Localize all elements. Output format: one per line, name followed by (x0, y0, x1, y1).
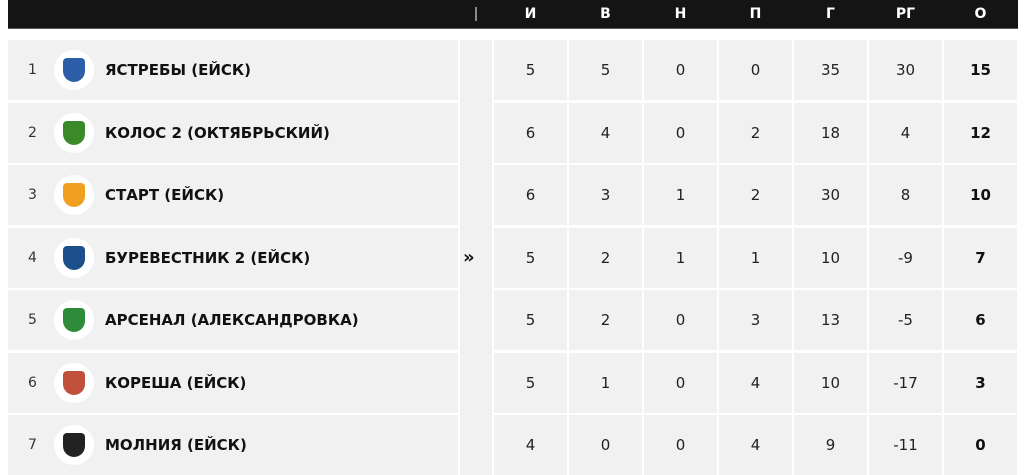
position: 2 (28, 124, 37, 141)
stat-РГ: 30 (869, 40, 942, 100)
stat-Г: 9 (794, 415, 867, 475)
stat-О: 12 (944, 102, 1017, 163)
stat-В: 0 (569, 415, 642, 475)
team-logo-icon (54, 362, 94, 403)
column-header[interactable]: Н (674, 6, 687, 22)
position: 3 (28, 187, 37, 203)
stat-В: 4 (569, 102, 642, 163)
team-name[interactable]: КОЛОС 2 (ОКТЯБРЬСКИЙ) (105, 123, 330, 142)
stat-РГ: -17 (869, 352, 942, 413)
team-name[interactable]: АРСЕНАЛ (АЛЕКСАНДРОВКА) (105, 311, 359, 329)
column-header[interactable]: Г (826, 6, 835, 22)
stat-РГ: 4 (869, 102, 942, 163)
column-header[interactable]: В (600, 6, 611, 22)
column-header[interactable]: П (749, 6, 762, 22)
team-logo-icon (54, 237, 94, 278)
table-row[interactable]: 4 БУРЕВЕСТНИК 2 (ЕЙСК) » 5 2 1 1 10 -9 7 (8, 227, 1018, 288)
position: 1 (28, 62, 37, 78)
stat-И: 5 (494, 227, 567, 288)
stat-И: 5 (494, 40, 567, 100)
team-name[interactable]: СТАРТ (ЕЙСК) (105, 186, 225, 204)
stat-В: 2 (569, 227, 642, 288)
stat-РГ: -5 (869, 290, 942, 350)
team-cell: 5 АРСЕНАЛ (АЛЕКСАНДРОВКА) (8, 290, 458, 350)
team-cell: 4 БУРЕВЕСТНИК 2 (ЕЙСК) (8, 227, 458, 288)
stat-И: 6 (494, 165, 567, 225)
table-header: И В Н П Г РГ О (8, 0, 1018, 29)
stat-И: 5 (494, 352, 567, 413)
team-logo-icon (54, 425, 94, 465)
team-cell: 2 КОЛОС 2 (ОКТЯБРЬСКИЙ) (8, 102, 458, 163)
team-cell: 6 КОРЕША (ЕЙСК) (8, 352, 458, 413)
stat-РГ: -9 (869, 227, 942, 288)
table-row[interactable]: 7 МОЛНИЯ (ЕЙСК) 4 0 0 4 9 -11 0 (8, 415, 1018, 475)
stat-Н: 0 (644, 352, 717, 413)
team-name[interactable]: МОЛНИЯ (ЕЙСК) (105, 436, 247, 454)
team-logo-icon (54, 300, 94, 340)
table-row[interactable]: 2 КОЛОС 2 (ОКТЯБРЬСКИЙ) 6 4 0 2 18 4 12 (8, 102, 1018, 163)
stat-И: 6 (494, 102, 567, 163)
team-cell: 7 МОЛНИЯ (ЕЙСК) (8, 415, 458, 475)
column-header[interactable]: И (524, 6, 537, 22)
stat-В: 3 (569, 165, 642, 225)
stat-О: 7 (944, 227, 1017, 288)
team-logo-icon (54, 50, 94, 90)
stat-Н: 0 (644, 415, 717, 475)
stat-П: 3 (719, 290, 792, 350)
team-logo-icon (54, 112, 94, 153)
stat-И: 5 (494, 290, 567, 350)
stat-Н: 0 (644, 290, 717, 350)
stat-О: 3 (944, 352, 1017, 413)
stat-Г: 13 (794, 290, 867, 350)
stat-Н: 0 (644, 40, 717, 100)
table-row[interactable]: 5 АРСЕНАЛ (АЛЕКСАНДРОВКА) 5 2 0 3 13 -5 6 (8, 290, 1018, 350)
stat-П: 2 (719, 165, 792, 225)
stat-Г: 30 (794, 165, 867, 225)
stat-Г: 35 (794, 40, 867, 100)
stat-П: 4 (719, 352, 792, 413)
stat-В: 2 (569, 290, 642, 350)
stat-П: 1 (719, 227, 792, 288)
team-cell: 3 СТАРТ (ЕЙСК) (8, 165, 458, 225)
team-name[interactable]: БУРЕВЕСТНИК 2 (ЕЙСК) (105, 248, 311, 267)
position: 7 (28, 437, 37, 453)
stat-О: 10 (944, 165, 1017, 225)
table-row[interactable]: 1 ЯСТРЕБЫ (ЕЙСК) 5 5 0 0 35 30 15 (8, 40, 1018, 100)
stat-О: 6 (944, 290, 1017, 350)
arrow-column (460, 40, 492, 475)
stat-Г: 10 (794, 227, 867, 288)
column-header[interactable]: РГ (895, 6, 916, 22)
stat-Г: 18 (794, 102, 867, 163)
stat-РГ: 8 (869, 165, 942, 225)
position: 6 (28, 374, 37, 391)
stat-РГ: -11 (869, 415, 942, 475)
stat-П: 4 (719, 415, 792, 475)
stat-Н: 0 (644, 102, 717, 163)
stat-И: 4 (494, 415, 567, 475)
team-name[interactable]: ЯСТРЕБЫ (ЕЙСК) (105, 61, 252, 79)
stat-П: 2 (719, 102, 792, 163)
table-row[interactable]: 3 СТАРТ (ЕЙСК) 6 3 1 2 30 8 10 (8, 165, 1018, 225)
stat-О: 15 (944, 40, 1017, 100)
header-divider (475, 7, 477, 21)
team-cell: 1 ЯСТРЕБЫ (ЕЙСК) (8, 40, 458, 100)
stat-О: 0 (944, 415, 1017, 475)
stat-В: 1 (569, 352, 642, 413)
arrow-icon: » (463, 246, 475, 268)
stat-Г: 10 (794, 352, 867, 413)
position: 5 (28, 312, 37, 328)
stat-Н: 1 (644, 165, 717, 225)
stat-П: 0 (719, 40, 792, 100)
table-row[interactable]: 6 КОРЕША (ЕЙСК) 5 1 0 4 10 -17 3 (8, 352, 1018, 413)
team-name[interactable]: КОРЕША (ЕЙСК) (105, 373, 247, 392)
column-header[interactable]: О (974, 6, 987, 22)
position: 4 (28, 249, 37, 266)
stat-В: 5 (569, 40, 642, 100)
team-logo-icon (54, 175, 94, 215)
stat-Н: 1 (644, 227, 717, 288)
